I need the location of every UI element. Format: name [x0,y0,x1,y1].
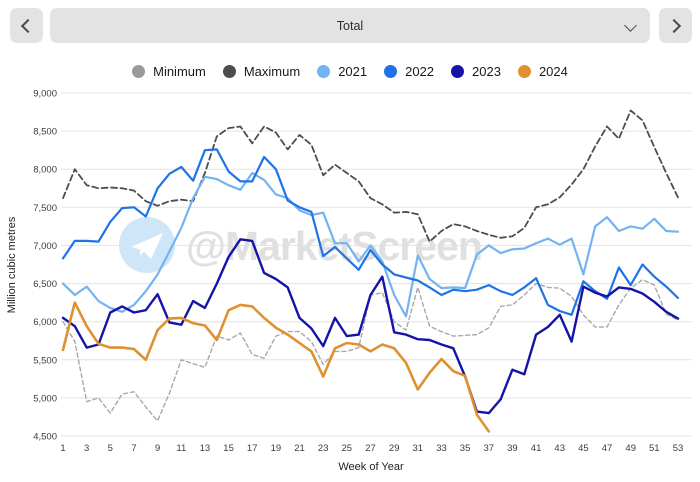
legend-dot [222,65,236,78]
legend-item-maximum[interactable]: Maximum [222,64,301,79]
next-button[interactable] [659,8,692,43]
chevron-down-icon [624,19,637,32]
x-tick-label: 15 [223,443,234,454]
paper-plane-icon [131,233,163,259]
x-tick-label: 27 [365,443,376,454]
legend-label: 2021 [338,64,368,79]
legend-label: 2023 [472,64,501,79]
y-tick-label: 7,000 [33,241,57,252]
x-tick-label: 17 [247,443,258,454]
y-tick-label: 8,000 [33,165,57,176]
legend-label: 2022 [405,64,435,79]
x-tick-label: 33 [436,443,447,454]
x-tick-label: 19 [271,443,282,454]
legend-dot [517,65,531,78]
x-tick-label: 53 [673,443,684,454]
x-tick-label: 29 [389,443,400,454]
y-axis-title: Million cubic metres [6,216,18,313]
x-tick-label: 1 [60,443,65,454]
y-tick-label: 8,500 [33,127,57,138]
y-tick-label: 4,500 [33,432,57,443]
y-tick-label: 6,000 [33,317,57,328]
y-tick-label: 5,000 [33,393,57,404]
legend-dot [132,65,146,78]
legend-dot [451,65,465,78]
legend-dot [317,65,331,78]
x-tick-label: 43 [554,443,565,454]
legend-item-2022[interactable]: 2022 [384,64,434,79]
chart-legend: Minimum Maximum 2021 2022 2023 2024 [0,64,700,79]
x-tick-label: 47 [602,443,613,454]
x-tick-label: 23 [318,443,329,454]
x-tick-label: 39 [507,443,518,454]
x-tick-label: 31 [413,443,424,454]
chevron-right-icon [666,18,682,33]
x-tick-label: 13 [200,443,211,454]
legend-label: 2024 [538,64,568,79]
x-tick-label: 25 [342,443,353,454]
legend-dot [384,65,398,78]
y-tick-label: 9,000 [33,89,57,100]
x-tick-label: 37 [484,443,495,454]
legend-item-2024[interactable]: 2024 [517,64,568,79]
chart-line-2021 [61,171,680,318]
x-tick-label: 35 [460,443,471,454]
legend-label: Maximum [243,64,301,79]
x-tick-label: 9 [155,443,160,454]
x-tick-label: 11 [176,443,186,454]
y-tick-label: 6,500 [33,279,57,290]
y-tick-label: 5,500 [33,355,57,366]
x-tick-label: 51 [649,443,660,454]
chevron-left-icon [20,18,36,33]
legend-item-2023[interactable]: 2023 [451,64,501,79]
x-tick-label: 45 [578,443,589,454]
x-tick-label: 7 [131,443,136,454]
chart-line-2023 [61,238,680,415]
prev-button[interactable] [10,8,43,43]
legend-item-2021[interactable]: 2021 [317,64,367,79]
x-axis-title: Week of Year [338,461,404,473]
series-dropdown[interactable]: Total [50,8,650,43]
dropdown-selected-value: Total [336,18,364,33]
legend-label: Minimum [153,64,206,79]
legend-item-minimum[interactable]: Minimum [132,64,206,79]
x-tick-label: 5 [108,443,113,454]
x-tick-label: 3 [84,443,89,454]
x-tick-label: 49 [625,443,636,454]
chart-line-2022 [61,148,680,316]
chart-line-maximum [62,109,679,243]
watermark-text: @MarketScreen [186,223,482,269]
y-tick-label: 7,500 [33,203,57,214]
x-tick-label: 41 [531,443,542,454]
chart-line-2024 [61,301,491,433]
chart-toolbar: Total [0,8,700,44]
x-tick-label: 21 [294,443,305,454]
